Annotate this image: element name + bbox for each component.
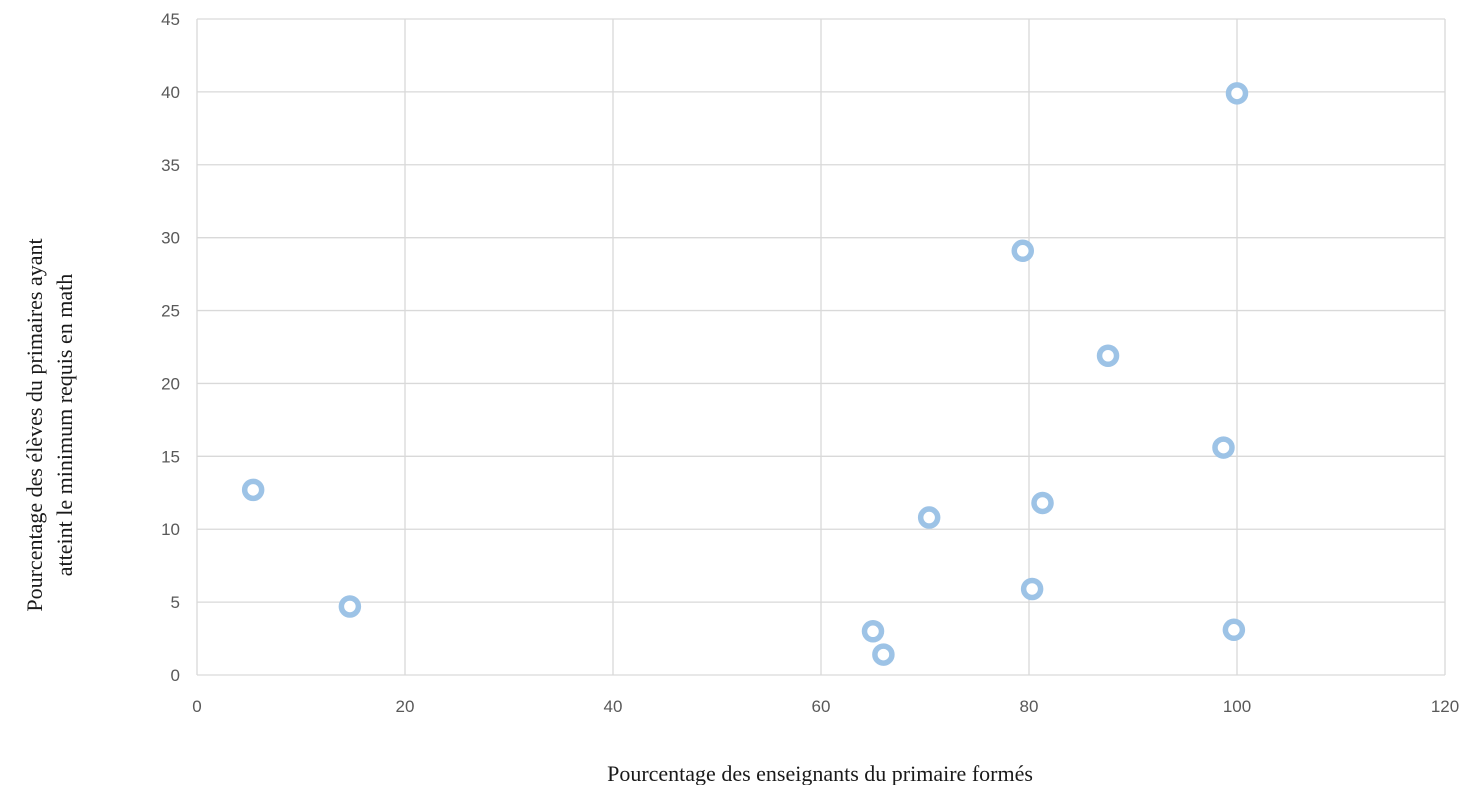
x-tick-label: 40: [604, 697, 623, 716]
y-tick-label: 15: [161, 447, 180, 466]
scatter-point: [1222, 618, 1246, 642]
scatter-point: [1031, 491, 1054, 515]
x-axis-title: Pourcentage des enseignants du primaire …: [607, 761, 1033, 785]
axis-titles: Pourcentage des enseignants du primaire …: [22, 238, 1033, 785]
y-axis-title-line-1: Pourcentage des élèves du primaires ayan…: [22, 238, 47, 611]
scatter-point: [1020, 577, 1044, 601]
x-tick-label: 0: [192, 697, 201, 716]
y-tick-label: 45: [161, 10, 180, 29]
scatter-point: [872, 643, 895, 666]
x-tick-label: 100: [1223, 697, 1251, 716]
tick-labels: 0 5 10 15 20 25 30 35 40 45 0 20 40 60 80 100 120: [161, 10, 1459, 716]
scatter-point: [1011, 239, 1035, 263]
y-tick-label: 10: [161, 520, 180, 539]
y-tick-label: 40: [161, 83, 180, 102]
scatter-point: [241, 478, 265, 502]
data-points: [241, 82, 1249, 666]
x-tick-label: 20: [396, 697, 415, 716]
scatter-point: [1212, 436, 1235, 459]
scatter-point: [861, 620, 885, 643]
scatter-point: [917, 506, 941, 529]
y-tick-label: 0: [171, 666, 180, 685]
y-axis-title-line-2: atteint le minimum requis en math: [52, 274, 77, 576]
y-tick-label: 35: [161, 156, 180, 175]
scatter-point: [338, 595, 362, 618]
y-tick-label: 30: [161, 229, 180, 248]
y-tick-label: 20: [161, 374, 180, 393]
gridlines: [196, 18, 1446, 675]
x-tick-label: 60: [812, 697, 831, 716]
y-tick-label: 5: [171, 593, 180, 612]
x-tick-label: 120: [1431, 697, 1459, 716]
scatter-point: [1096, 344, 1120, 367]
x-tick-label: 80: [1020, 697, 1039, 716]
scatter-point: [1225, 82, 1249, 105]
y-tick-label: 25: [161, 302, 180, 321]
